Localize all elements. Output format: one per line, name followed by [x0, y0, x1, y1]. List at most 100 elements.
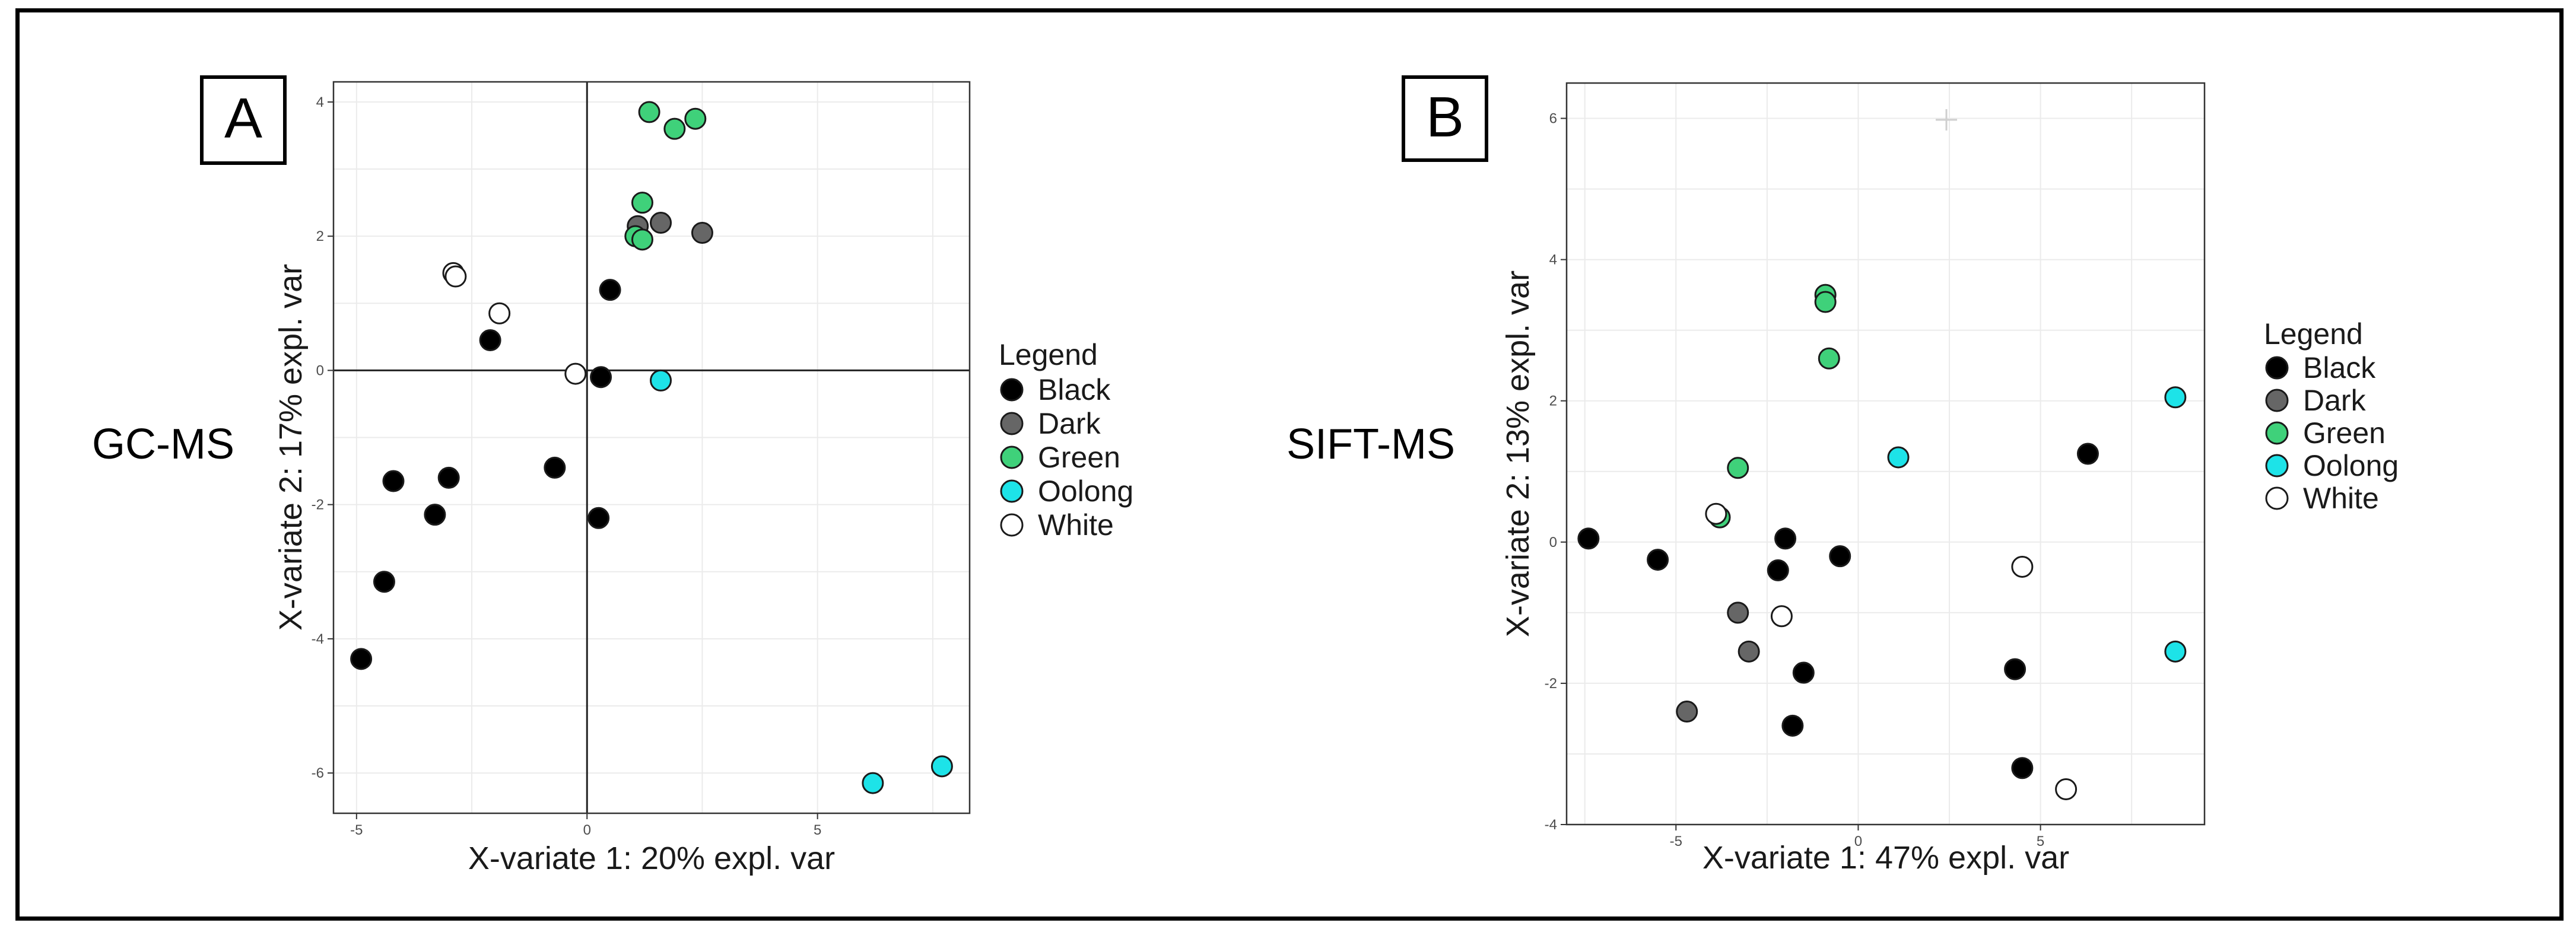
- data-point-black: [599, 279, 621, 301]
- plot-panel-border: [1565, 82, 2206, 826]
- data-point-white: [444, 265, 467, 288]
- data-point-black: [1781, 714, 1804, 737]
- data-point-black: [424, 504, 446, 526]
- data-point-green: [1727, 457, 1749, 479]
- data-point-white: [1705, 502, 1727, 525]
- data-point-green: [631, 228, 653, 251]
- legend-item-green: Green: [2265, 416, 2386, 450]
- data-point-black: [1829, 545, 1851, 568]
- data-point-oolong: [930, 755, 953, 778]
- data-point-black: [1774, 527, 1797, 550]
- x-tick-label: 5: [814, 822, 821, 838]
- data-point-black: [437, 466, 460, 489]
- legend-item-oolong: Oolong: [1000, 475, 1133, 508]
- data-point-black: [1792, 661, 1815, 684]
- y-tick-label: -2: [1545, 676, 1557, 692]
- y-tick-label: 4: [316, 94, 324, 110]
- y-tick-label: 4: [1549, 252, 1557, 268]
- legend-label-dark: Dark: [1038, 407, 1101, 440]
- y-tick-label: 0: [1549, 534, 1557, 550]
- axis-ticks: -5 0 5 -6 -4 -2 0 2 4: [312, 94, 822, 838]
- legend-key-black: [1000, 378, 1024, 402]
- legend-item-white: White: [2265, 482, 2379, 515]
- legend-item-green: Green: [1000, 441, 1120, 474]
- legend-label-oolong: Oolong: [1038, 475, 1133, 508]
- data-point-green: [631, 192, 653, 214]
- x-tick-label: -5: [1670, 833, 1682, 849]
- data-point-black: [2011, 757, 2034, 779]
- legend-item-black: Black: [2265, 351, 2376, 384]
- data-point-white: [564, 362, 587, 385]
- y-axis-title: X-variate 2: 13% expl. var: [1500, 270, 1536, 637]
- x-tick-label: -5: [350, 822, 363, 838]
- legend-item-dark: Dark: [1000, 407, 1101, 440]
- data-point-black: [1767, 559, 1789, 581]
- legend-label-white: White: [1038, 508, 1114, 542]
- data-point-black: [1577, 527, 1600, 550]
- grid: [1567, 83, 2205, 825]
- data-point-oolong: [1887, 446, 1910, 469]
- legend-label-black: Black: [2303, 351, 2376, 384]
- plot-panel-border: [332, 81, 971, 814]
- legend-label-green: Green: [1038, 441, 1120, 474]
- data-point-white: [2011, 555, 2034, 578]
- data-point-white: [488, 302, 511, 324]
- y-tick-label: -4: [312, 631, 324, 647]
- legend-key-dark: [1000, 412, 1024, 435]
- data-point-green: [1814, 291, 1837, 313]
- y-tick-label: -6: [312, 765, 324, 781]
- legend-key-black: [2265, 356, 2289, 380]
- legend-label-black: Black: [1038, 373, 1111, 406]
- legend-label-oolong: Oolong: [2303, 449, 2399, 482]
- y-tick-label: 0: [316, 362, 324, 378]
- data-point-green: [1818, 347, 1840, 370]
- legend-label-green: Green: [2303, 416, 2386, 450]
- legend-label-white: White: [2303, 482, 2379, 515]
- legend-key-oolong: [1000, 479, 1024, 503]
- panel-letter: A: [224, 87, 262, 150]
- data-point-green: [638, 101, 660, 123]
- data-point-green: [684, 107, 707, 130]
- y-axis-title: X-variate 2: 17% expl. var: [273, 264, 309, 631]
- data-point-oolong: [650, 369, 672, 392]
- x-tick-label: 0: [1854, 833, 1862, 849]
- data-point-oolong: [862, 772, 884, 794]
- zero-lines: [333, 82, 970, 813]
- data-point-black: [1647, 549, 1669, 571]
- panel-letter-box: [1402, 75, 1488, 162]
- legend-key-green: [1000, 445, 1024, 469]
- y-tick-label: 2: [316, 228, 324, 244]
- data-point-oolong: [2164, 640, 2187, 663]
- method-label: SIFT-MS: [1287, 421, 1455, 468]
- legend: Legend Black Dark Green Oolong White: [999, 338, 1133, 542]
- data-points: [1577, 284, 2187, 800]
- y-tick-label: -2: [312, 497, 324, 513]
- legend-key-white: [2265, 486, 2289, 510]
- data-point-dark: [1738, 640, 1760, 663]
- legend: Legend Black Dark Green Oolong White: [2264, 317, 2399, 515]
- data-point-green: [663, 117, 686, 140]
- x-tick-label: 0: [583, 822, 591, 838]
- data-point-white: [1770, 605, 1793, 628]
- legend-title: Legend: [999, 338, 1098, 371]
- data-point-black: [2076, 443, 2099, 465]
- y-tick-label: 6: [1549, 111, 1557, 127]
- grid: [333, 82, 970, 813]
- axis-ticks: -5 0 5 -4 -2 0 2 4 6: [1545, 111, 2045, 849]
- legend-title: Legend: [2264, 317, 2363, 351]
- legend-item-black: Black: [1000, 373, 1111, 406]
- legend-item-oolong: Oolong: [2265, 449, 2399, 482]
- legend-key-white: [1000, 513, 1024, 537]
- method-label: GC-MS: [92, 421, 234, 468]
- data-point-oolong: [2164, 386, 2187, 409]
- y-tick-label: 2: [1549, 393, 1557, 409]
- data-point-black: [373, 571, 395, 593]
- data-point-black: [590, 366, 612, 389]
- legend-label-dark: Dark: [2303, 384, 2367, 417]
- data-points: [350, 101, 953, 794]
- data-point-black: [350, 648, 373, 670]
- data-point-white: [2055, 778, 2078, 800]
- y-tick-label: -4: [1545, 817, 1557, 833]
- panel-letter-box: [200, 75, 287, 165]
